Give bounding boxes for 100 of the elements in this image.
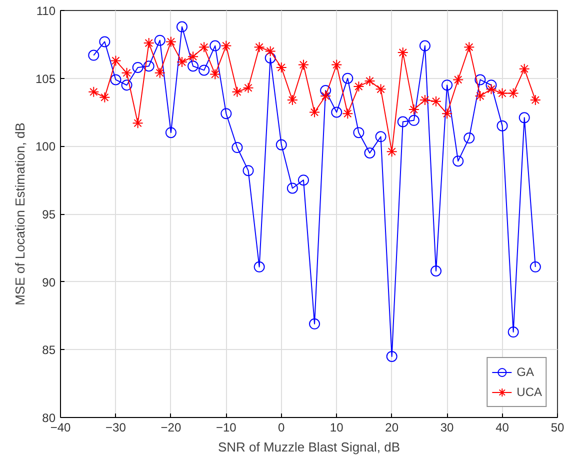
point [154, 67, 166, 78]
point [188, 51, 199, 62]
point [530, 94, 541, 106]
x-tick-label: −10 [216, 420, 237, 434]
point [242, 165, 254, 176]
y-axis-title: MSE of Location Estimation, dB [12, 122, 28, 306]
point [198, 42, 210, 53]
point [220, 40, 232, 52]
point [232, 86, 243, 98]
point [99, 36, 110, 48]
point [298, 59, 309, 70]
point [188, 60, 199, 72]
point [254, 42, 265, 53]
point [486, 80, 497, 91]
point [397, 47, 408, 58]
point [298, 174, 309, 186]
point [264, 52, 276, 64]
point [154, 34, 166, 46]
point [430, 265, 442, 276]
point [121, 80, 132, 91]
point [165, 36, 176, 48]
point [364, 76, 376, 87]
legend-label: GA [516, 365, 535, 379]
point [309, 318, 320, 330]
point [210, 68, 221, 80]
y-tick-label: 95 [42, 208, 56, 222]
point [452, 74, 464, 86]
point [518, 63, 530, 74]
point [286, 182, 298, 194]
point [198, 64, 210, 76]
y-tick-label: 110 [36, 4, 56, 18]
x-tick-label: −30 [106, 420, 126, 434]
point [254, 261, 265, 272]
point [220, 108, 232, 120]
point [132, 118, 144, 129]
legend-label: UCA [516, 385, 542, 399]
y-tick-label: 105 [35, 72, 56, 86]
point [486, 84, 497, 95]
point [331, 59, 342, 70]
point [419, 40, 430, 52]
point [518, 112, 530, 124]
point [165, 127, 176, 138]
point [210, 40, 221, 52]
point [286, 94, 298, 106]
point [442, 80, 453, 91]
point [264, 46, 276, 57]
point [419, 94, 430, 106]
point [132, 62, 144, 73]
point [99, 92, 110, 103]
point [408, 114, 420, 126]
x-axis-title: SNR of Muzzle Blast Signal, dB [218, 440, 400, 454]
y-tick-label: 90 [42, 275, 56, 290]
x-tick-label: 40 [496, 420, 510, 434]
point [386, 350, 398, 362]
point [353, 80, 364, 92]
x-tick-label: 30 [440, 420, 454, 434]
point [386, 146, 398, 158]
point [442, 108, 453, 120]
point [474, 74, 486, 86]
point [464, 42, 475, 53]
point [375, 131, 386, 142]
point [276, 139, 287, 150]
point [342, 108, 354, 120]
point [331, 106, 342, 118]
point [430, 96, 442, 107]
x-tick-label: 20 [385, 420, 399, 434]
x-tick-label: −20 [160, 420, 182, 434]
point [474, 90, 486, 102]
point [452, 156, 464, 167]
point [176, 56, 188, 68]
point [276, 62, 287, 73]
point [364, 147, 376, 158]
point [496, 88, 508, 99]
point [508, 88, 519, 99]
point [464, 132, 475, 144]
point [530, 261, 541, 272]
point [508, 326, 519, 338]
point [176, 21, 188, 32]
point [88, 86, 100, 98]
x-tick-label: 50 [550, 420, 564, 434]
y-tick-label: 100 [35, 140, 56, 154]
point [88, 50, 100, 61]
point [496, 120, 508, 132]
x-tick-label: 0 [278, 420, 286, 434]
point [309, 106, 320, 118]
x-tick-label: 10 [330, 420, 344, 434]
point [143, 60, 154, 72]
point [232, 142, 243, 154]
point [342, 72, 354, 84]
point [121, 67, 132, 78]
point [110, 55, 122, 66]
point [408, 104, 420, 116]
point [320, 90, 332, 102]
point [143, 38, 154, 49]
point [353, 127, 364, 138]
point [110, 74, 122, 86]
point [397, 116, 408, 128]
point [242, 82, 254, 94]
point [320, 85, 332, 96]
y-tick-label: 85 [42, 343, 56, 358]
